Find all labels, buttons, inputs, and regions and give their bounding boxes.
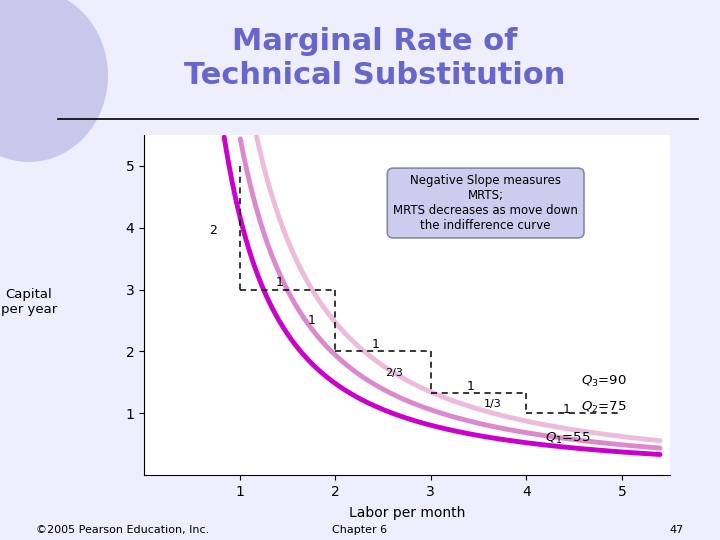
Text: $Q_3$=90: $Q_3$=90 (581, 374, 626, 389)
Text: 2: 2 (209, 225, 217, 238)
X-axis label: Labor per month: Labor per month (348, 506, 465, 520)
Text: Chapter 6: Chapter 6 (333, 524, 387, 535)
Text: $Q_2$=75: $Q_2$=75 (581, 400, 626, 415)
Text: 1: 1 (372, 338, 379, 350)
Text: Marginal Rate of
Technical Substitution: Marginal Rate of Technical Substitution (184, 27, 565, 90)
Text: Capital
per year: Capital per year (1, 288, 57, 316)
Text: 1: 1 (467, 380, 474, 393)
Text: 1: 1 (562, 402, 570, 415)
Text: $Q_1$=55: $Q_1$=55 (545, 430, 591, 445)
Text: 1/3: 1/3 (484, 399, 502, 409)
Text: 1: 1 (307, 314, 315, 327)
Text: 2/3: 2/3 (385, 368, 403, 378)
Text: 1: 1 (276, 276, 284, 289)
Text: Negative Slope measures
MRTS;
MRTS decreases as move down
the indifference curve: Negative Slope measures MRTS; MRTS decre… (393, 174, 578, 232)
Text: 47: 47 (670, 524, 684, 535)
Text: ©2005 Pearson Education, Inc.: ©2005 Pearson Education, Inc. (36, 524, 210, 535)
